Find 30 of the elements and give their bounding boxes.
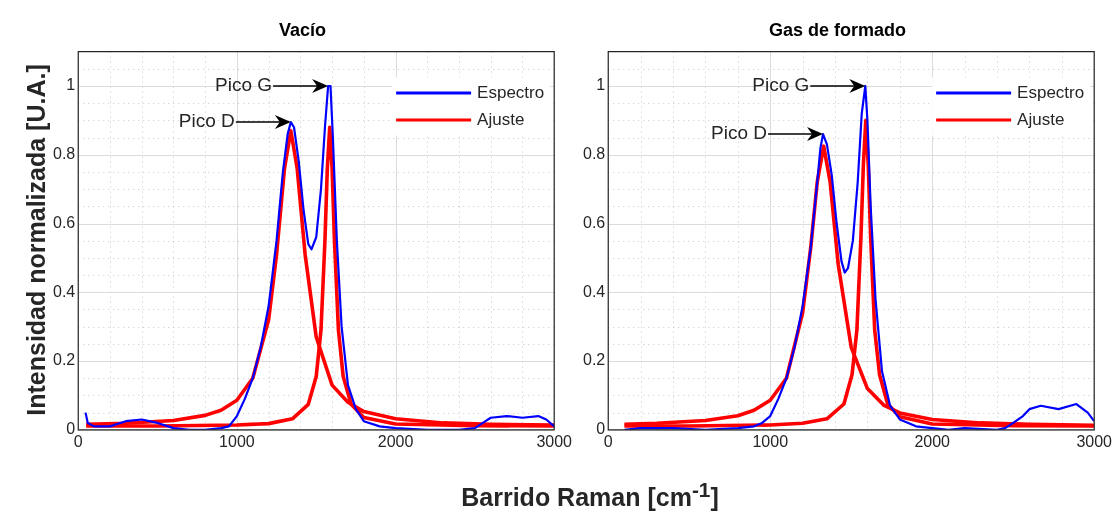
y-tick-label: 0.4 — [52, 282, 76, 300]
annotation: Pico G — [215, 74, 273, 96]
annotation: Pico D — [178, 110, 235, 132]
y-tick-label: 0.6 — [52, 213, 76, 231]
x-tick-label: 2000 — [914, 432, 951, 450]
y-axis-title: Intensidad normalizada [U.A.] — [21, 64, 51, 416]
legend-label: Espectro — [477, 82, 545, 102]
y-tick-label: 0 — [596, 420, 606, 438]
legend-label: Ajuste — [1017, 109, 1065, 129]
y-tick-label: 0 — [66, 420, 76, 438]
y-tick-label: 0.8 — [582, 145, 606, 163]
legend-label: Espectro — [1017, 82, 1085, 102]
chart-title: Vacío — [278, 19, 327, 40]
chart-title: Gas de formado — [768, 19, 907, 40]
x-tick-label: 2000 — [377, 432, 414, 450]
legend-label: Ajuste — [477, 109, 525, 129]
x-tick-label: 1000 — [219, 432, 255, 450]
y-tick-label: 0.8 — [52, 145, 76, 163]
y-tick-label: 1 — [66, 76, 76, 94]
x-tick-label: 3000 — [536, 432, 573, 450]
x-tick-label: 3000 — [1076, 432, 1113, 450]
x-axis-title: Barrido Raman [cm$^{-1}$] — [461, 478, 719, 513]
annotation: Pico G — [752, 74, 810, 96]
y-tick-label: 1 — [596, 76, 606, 94]
x-tick-label: 1000 — [752, 432, 789, 450]
y-tick-label: 0.2 — [52, 351, 76, 369]
annotation: Pico D — [711, 122, 768, 144]
y-tick-label: 0.2 — [582, 351, 606, 369]
y-tick-label: 0.4 — [582, 282, 606, 300]
y-tick-label: 0.6 — [582, 213, 606, 231]
